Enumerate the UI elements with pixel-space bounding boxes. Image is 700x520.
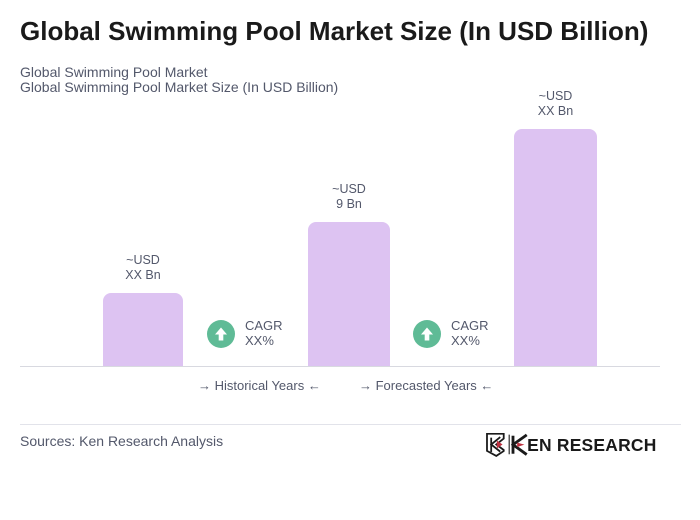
svg-text:EN RESEARCH: EN RESEARCH <box>527 435 656 455</box>
